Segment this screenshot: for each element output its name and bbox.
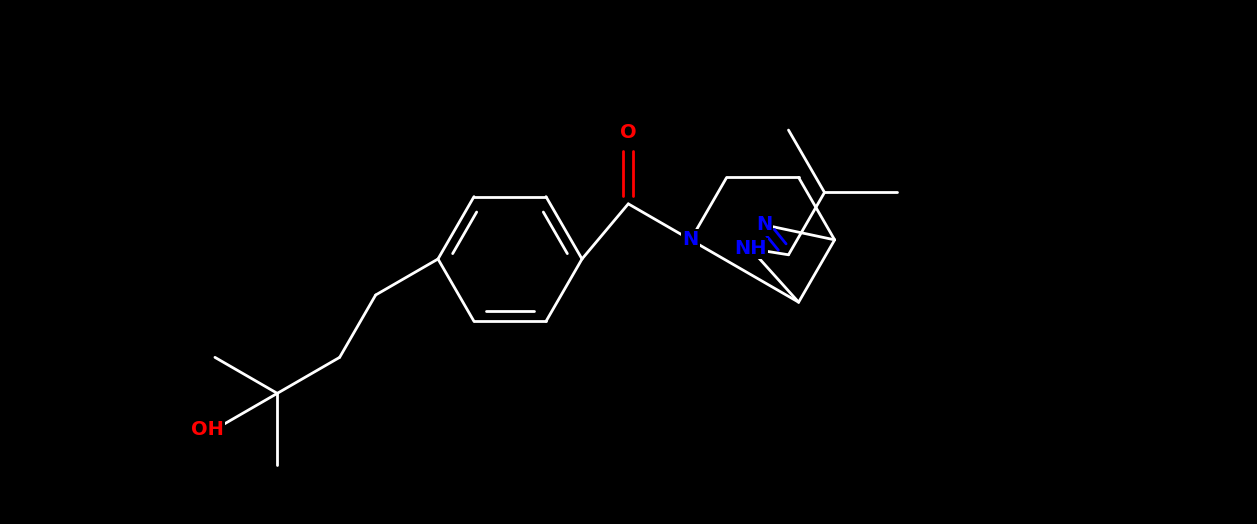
Text: N: N [755,215,772,234]
Text: O: O [620,123,636,142]
Text: N: N [683,231,699,249]
Text: OH: OH [191,420,224,439]
Text: NH: NH [734,239,767,258]
